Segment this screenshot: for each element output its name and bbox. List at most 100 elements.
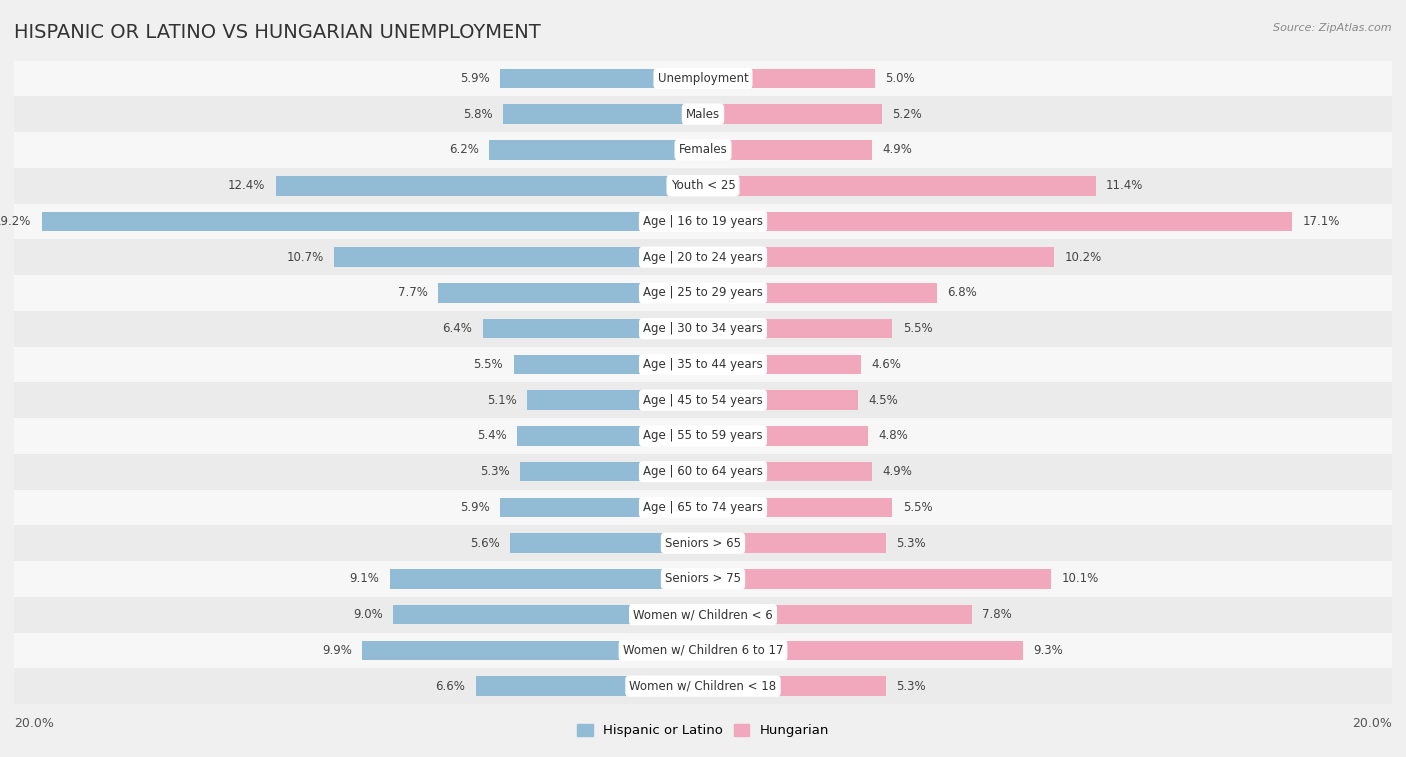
Bar (14, 668, 1392, 704)
Text: 19.2%: 19.2% (0, 215, 31, 228)
Text: 9.9%: 9.9% (322, 644, 352, 657)
Bar (703, 497, 893, 517)
Text: Youth < 25: Youth < 25 (671, 179, 735, 192)
Text: 9.1%: 9.1% (349, 572, 380, 585)
Text: Source: ZipAtlas.com: Source: ZipAtlas.com (1274, 23, 1392, 33)
Text: 5.2%: 5.2% (893, 107, 922, 120)
Text: HISPANIC OR LATINO VS HUNGARIAN UNEMPLOYMENT: HISPANIC OR LATINO VS HUNGARIAN UNEMPLOY… (14, 23, 541, 42)
Text: 4.5%: 4.5% (869, 394, 898, 407)
Bar (14, 633, 1392, 668)
Text: Age | 30 to 34 years: Age | 30 to 34 years (643, 322, 763, 335)
Bar (703, 426, 869, 446)
Text: 5.3%: 5.3% (481, 465, 510, 478)
Text: 12.4%: 12.4% (228, 179, 266, 192)
Bar (703, 212, 1292, 231)
Text: Age | 20 to 24 years: Age | 20 to 24 years (643, 251, 763, 263)
Bar (517, 426, 703, 446)
Bar (510, 534, 703, 553)
Bar (499, 69, 703, 89)
Text: 5.3%: 5.3% (896, 537, 925, 550)
Text: Seniors > 75: Seniors > 75 (665, 572, 741, 585)
Text: 6.4%: 6.4% (443, 322, 472, 335)
Bar (503, 104, 703, 124)
Text: 5.0%: 5.0% (886, 72, 915, 85)
Bar (14, 382, 1392, 418)
Bar (14, 239, 1392, 275)
Bar (14, 275, 1392, 311)
Bar (475, 676, 703, 696)
Bar (703, 319, 893, 338)
Text: 4.8%: 4.8% (879, 429, 908, 442)
Text: Age | 60 to 64 years: Age | 60 to 64 years (643, 465, 763, 478)
Bar (703, 69, 875, 89)
Text: 6.8%: 6.8% (948, 286, 977, 300)
Bar (14, 597, 1392, 633)
Text: 6.6%: 6.6% (436, 680, 465, 693)
Text: 4.9%: 4.9% (882, 143, 912, 157)
Text: 9.0%: 9.0% (353, 608, 382, 621)
Bar (14, 132, 1392, 168)
Text: 5.9%: 5.9% (460, 72, 489, 85)
Text: Women w/ Children 6 to 17: Women w/ Children 6 to 17 (623, 644, 783, 657)
Text: 17.1%: 17.1% (1302, 215, 1340, 228)
Bar (703, 391, 858, 410)
Bar (703, 676, 886, 696)
Text: 20.0%: 20.0% (14, 717, 53, 730)
Text: Age | 35 to 44 years: Age | 35 to 44 years (643, 358, 763, 371)
Text: 5.1%: 5.1% (488, 394, 517, 407)
Bar (14, 311, 1392, 347)
Bar (14, 453, 1392, 490)
Text: Females: Females (679, 143, 727, 157)
Bar (520, 462, 703, 481)
Bar (14, 561, 1392, 597)
Text: Seniors > 65: Seniors > 65 (665, 537, 741, 550)
Bar (389, 569, 703, 589)
Text: 4.9%: 4.9% (882, 465, 912, 478)
Bar (703, 140, 872, 160)
Text: 5.5%: 5.5% (903, 322, 932, 335)
Text: 7.7%: 7.7% (398, 286, 427, 300)
Bar (276, 176, 703, 195)
Bar (42, 212, 703, 231)
Text: Age | 16 to 19 years: Age | 16 to 19 years (643, 215, 763, 228)
Text: 10.2%: 10.2% (1064, 251, 1102, 263)
Bar (703, 462, 872, 481)
Text: Unemployment: Unemployment (658, 72, 748, 85)
Text: 5.9%: 5.9% (460, 501, 489, 514)
Bar (703, 104, 882, 124)
Bar (499, 497, 703, 517)
Bar (14, 96, 1392, 132)
Bar (14, 347, 1392, 382)
Text: Males: Males (686, 107, 720, 120)
Bar (14, 525, 1392, 561)
Bar (392, 605, 703, 625)
Bar (489, 140, 703, 160)
Bar (513, 354, 703, 374)
Text: 5.6%: 5.6% (470, 537, 499, 550)
Bar (703, 176, 1095, 195)
Text: 20.0%: 20.0% (1353, 717, 1392, 730)
Text: 5.8%: 5.8% (463, 107, 494, 120)
Text: Age | 65 to 74 years: Age | 65 to 74 years (643, 501, 763, 514)
Text: Women w/ Children < 6: Women w/ Children < 6 (633, 608, 773, 621)
Text: 10.7%: 10.7% (287, 251, 323, 263)
Text: Age | 25 to 29 years: Age | 25 to 29 years (643, 286, 763, 300)
Bar (361, 640, 703, 660)
Bar (703, 534, 886, 553)
Text: 11.4%: 11.4% (1107, 179, 1143, 192)
Text: 6.2%: 6.2% (450, 143, 479, 157)
Text: 4.6%: 4.6% (872, 358, 901, 371)
Text: Age | 45 to 54 years: Age | 45 to 54 years (643, 394, 763, 407)
Text: 5.5%: 5.5% (903, 501, 932, 514)
Bar (482, 319, 703, 338)
Bar (14, 168, 1392, 204)
Text: Age | 55 to 59 years: Age | 55 to 59 years (643, 429, 763, 442)
Text: 7.8%: 7.8% (981, 608, 1012, 621)
Text: 9.3%: 9.3% (1033, 644, 1063, 657)
Bar (703, 354, 862, 374)
Text: 5.3%: 5.3% (896, 680, 925, 693)
Legend: Hispanic or Latino, Hungarian: Hispanic or Latino, Hungarian (571, 718, 835, 743)
Bar (14, 204, 1392, 239)
Bar (703, 283, 938, 303)
Bar (703, 248, 1054, 267)
